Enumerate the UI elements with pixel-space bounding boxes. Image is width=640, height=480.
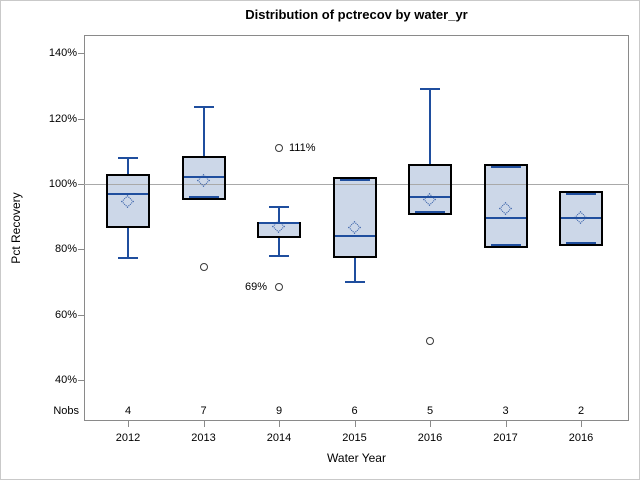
whisker-upper	[429, 89, 431, 165]
box-iqr-fill	[332, 177, 377, 258]
x-tick-label: 2013	[191, 432, 216, 444]
whisker-cap-upper	[193, 106, 214, 109]
box-iqr-border	[181, 156, 226, 201]
outlier-point	[426, 336, 434, 345]
nobs-value: 4	[124, 405, 132, 417]
outlier-point	[275, 283, 283, 291]
y-tick	[78, 315, 84, 316]
whisker-upper	[127, 157, 129, 175]
x-tick-label: 2017	[493, 432, 518, 444]
whisker-cap-upper	[118, 156, 138, 159]
box-iqr-fill	[483, 164, 528, 248]
whisker-lower	[127, 228, 129, 258]
outlier-label: 69%	[244, 281, 267, 293]
x-tick	[128, 421, 129, 427]
x-tick	[505, 421, 507, 427]
median-line	[259, 222, 299, 225]
whisker-upper	[202, 107, 205, 157]
outlier-point	[199, 263, 208, 272]
whisker-cap-upper	[420, 88, 440, 91]
reference-line-100pct	[84, 184, 629, 185]
y-tick-label: 120%	[48, 113, 77, 125]
nobs-row-label: Nobs	[53, 405, 79, 417]
x-tick	[203, 421, 205, 427]
nobs-value: 7	[200, 405, 207, 417]
chart-title: Distribution of pctrecov by water_yr	[245, 7, 468, 22]
y-tick	[78, 184, 84, 185]
whisker-cap-lower	[490, 243, 521, 246]
x-tick-label: 2015	[342, 432, 367, 444]
x-tick-label: 2012	[115, 432, 141, 444]
whisker-cap-upper	[269, 205, 289, 208]
whisker-cap-lower	[118, 256, 138, 259]
y-tick-label: 80%	[54, 243, 77, 255]
median-line	[108, 192, 148, 195]
whisker-cap-lower	[269, 254, 289, 257]
outlier-point	[275, 144, 283, 153]
x-tick-label: 2016	[568, 432, 594, 444]
box-iqr-border	[408, 164, 452, 216]
y-tick	[78, 249, 84, 250]
x-tick-label: 2014	[266, 432, 292, 444]
nobs-value: 6	[351, 405, 358, 417]
x-tick	[354, 421, 356, 427]
box-iqr-border	[559, 190, 603, 247]
whisker-upper	[278, 206, 280, 222]
x-tick	[581, 421, 582, 427]
nobs-value: 5	[426, 405, 434, 417]
box-iqr-fill	[408, 164, 452, 216]
median-line	[410, 196, 450, 199]
box-iqr-fill	[106, 174, 150, 229]
x-tick	[279, 421, 280, 427]
y-tick-label: 140%	[48, 47, 77, 59]
nobs-value: 2	[577, 405, 585, 417]
box-iqr-border	[483, 164, 528, 248]
box-iqr-fill	[257, 221, 301, 238]
whisker-cap-lower	[566, 242, 596, 245]
whisker-cap-lower	[344, 281, 365, 284]
whisker-cap-lower	[415, 211, 445, 214]
y-tick-label: 100%	[48, 178, 77, 190]
median-line	[485, 217, 526, 220]
y-tick	[78, 119, 84, 120]
y-tick-label: 40%	[54, 374, 77, 386]
box-iqr-border	[106, 174, 150, 229]
whisker-cap-upper	[490, 166, 521, 169]
whisker-lower	[278, 237, 280, 256]
y-tick	[78, 53, 84, 54]
whisker-cap-lower	[188, 196, 219, 199]
x-tick	[430, 421, 431, 427]
median-line	[561, 217, 601, 220]
nobs-value: 9	[275, 405, 283, 417]
x-tick-label: 2016	[417, 432, 443, 444]
median-line	[183, 176, 224, 179]
whisker-lower	[353, 257, 356, 283]
whisker-cap-upper	[339, 179, 370, 182]
median-line	[334, 235, 375, 238]
box-iqr-border	[332, 177, 377, 258]
nobs-value: 3	[502, 405, 509, 417]
outlier-label: 111%	[289, 142, 316, 155]
x-axis-title: Water Year	[327, 451, 386, 465]
y-tick-label: 60%	[54, 309, 77, 321]
y-axis-title: Pct Recovery	[9, 192, 23, 264]
whisker-cap-upper	[566, 192, 596, 195]
y-tick	[78, 380, 84, 381]
